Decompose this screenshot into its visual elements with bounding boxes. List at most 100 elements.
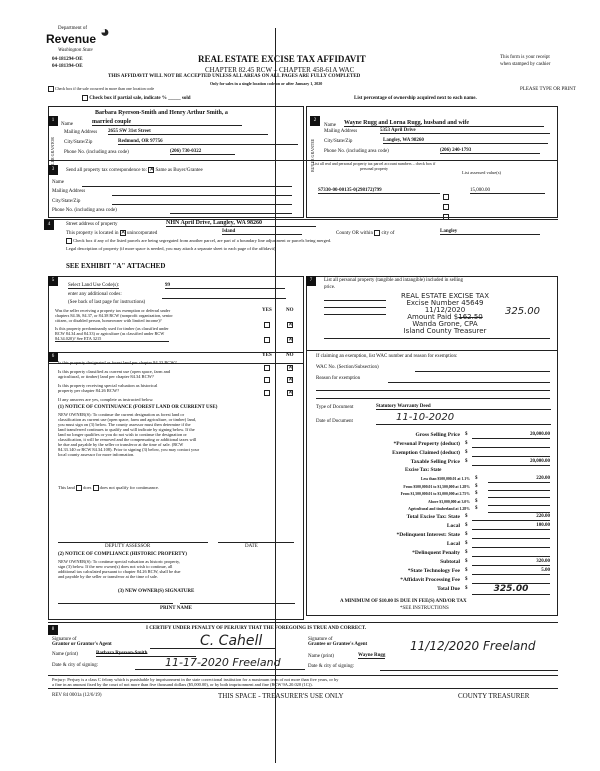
if-yes-note: If any answers are yes, complete as inst… [58,397,154,402]
unincorporated-label: unincorporated [127,231,158,237]
form-code: 04-181394-OE [52,64,83,69]
tax-row-value[interactable] [472,541,550,548]
assessed-value[interactable]: 15,000.00 [470,188,545,194]
exemption-question: Was the seller receiving a property tax … [55,308,173,323]
tax-row-value[interactable] [472,532,550,539]
city-checkbox[interactable] [374,230,381,236]
buyer-address[interactable]: 5353 April Drive [380,128,550,134]
personal-property-checkbox[interactable] [443,188,449,206]
segregated-label: Check box if any of the listed parcels a… [73,238,332,244]
tax-row-value[interactable]: 220.00 [472,514,550,521]
tax-row-label: Total Due [437,585,460,592]
land-use-section [48,276,304,364]
forest-yes-checkbox[interactable] [264,365,270,372]
legal-description[interactable]: SEE EXHIBIT "A" ATTACHED [66,262,166,270]
tax-row-value[interactable]: 320.00 [472,559,550,566]
tax-row-value[interactable] [488,491,550,498]
tax-row-value[interactable] [488,499,550,506]
tax-row-label: From $1,500,000.01 to $3,000,000 at 2.75… [400,492,470,496]
q2-yes-checkbox[interactable] [264,337,270,344]
grantee-date-city[interactable]: 11/12/2020 Freeland [410,639,536,653]
buyer-phone[interactable]: (206) 240-1793 [440,148,540,154]
dollar-sign: $ [465,513,468,519]
current-use-no-checkbox[interactable]: ✕ [287,377,294,384]
tax-row: Taxable Selling Price $20,000.00 [330,459,555,467]
corr-phone-label: Phone No. (including area code) [52,208,117,213]
parcel-number[interactable]: S7330-00-00135-0(298172)799 [318,188,440,194]
county[interactable]: Island [222,229,302,235]
does-checkbox[interactable] [76,485,82,491]
section-number: 4 [44,220,54,230]
additional-codes-label: enter any additional codes: [68,292,122,297]
tax-row-value[interactable] [488,484,550,491]
corr-name-label: Name [52,180,64,185]
tax-row-value[interactable] [472,577,550,584]
seller-phone[interactable]: (206) 730-0322 [170,149,235,155]
section-number: 3 [48,165,58,175]
tax-row-value[interactable] [488,506,550,513]
forest-no-checkbox[interactable]: ✕ [287,365,294,372]
dollar-sign: $ [465,432,468,437]
deputy-assessor-label: DEPUTY ASSESSOR [105,544,151,549]
historic-no-checkbox[interactable]: ✕ [287,390,294,397]
section-number: 7 [306,276,316,286]
tax-row: Local $ [330,541,555,549]
grantor-name[interactable]: Barbara Ryerson-Smith [96,651,196,657]
tax-row-label: *Delinquent Penalty [412,549,460,556]
partial-sale-checkbox[interactable]: Check box if partial sale, indicate % __… [82,95,191,101]
document-type[interactable]: Statutory Warranty Deed [376,404,551,410]
certify-statement: I CERTIFY UNDER PENALTY OF PERJURY THAT … [146,626,367,631]
unincorporated-checkbox[interactable]: ✕ [119,230,126,236]
tax-row-value[interactable] [472,550,550,557]
seller-city[interactable]: Redmond, OR 97756 [118,139,298,145]
does-not-checkbox[interactable] [92,485,99,491]
tax-row-value[interactable]: 5.00 [472,568,550,575]
land-use-code[interactable]: 99 [165,283,285,289]
q1-no-checkbox[interactable]: ✕ [287,322,294,329]
buyer-city[interactable]: Langley, WA 98260 [383,138,548,144]
same-as-buyer-checkbox[interactable]: ✕ [148,167,155,173]
tax-row-value[interactable] [472,441,550,448]
city-of-label: city of [381,231,395,237]
property-street[interactable]: NHN April Drive, Langley, WA 98260 [166,220,316,227]
tax-row-value[interactable] [472,450,550,457]
historic-yes-checkbox[interactable] [264,390,270,397]
this-land-label: This land [58,485,75,491]
street-label: Street address of property [66,222,118,227]
grantor-signature[interactable]: C. Cahell [200,633,263,649]
personal-property-checkbox[interactable] [443,198,449,216]
tax-row: Local $100.00 [330,523,555,531]
correspondence-row: Send all property tax correspondence to:… [66,167,203,173]
tax-row-value[interactable]: 100.00 [472,523,550,530]
grantee-name[interactable]: Wayne Rugg [358,653,386,659]
dollar-sign: $ [475,506,478,511]
buyer-city-label: City/State/Zip [324,139,353,144]
buyer-name-label: Name [324,123,336,128]
personal-property-checkbox[interactable] [443,208,449,226]
tax-row-value[interactable]: 20,000.00 [472,459,550,466]
seller-address[interactable]: 2655 SW 31st Street [108,129,268,135]
notice-compliance-text: NEW OWNER(S): To continue special valuat… [58,559,181,579]
seller-city-label: City/State/Zip [64,140,93,145]
segregated-checkbox[interactable] [66,238,72,244]
q1-yes-checkbox[interactable] [264,322,270,329]
grantor-date-city[interactable]: 11-17-2020 Freeland [135,657,305,670]
city[interactable]: Langley [440,229,540,235]
tax-row-value[interactable]: 220.00 [488,476,550,483]
tax-row-label: From $500,000.01 to $1,500,000 at 1.28% [403,484,470,489]
see-instructions: *SEE INSTRUCTIONS [400,606,449,611]
yes-header: YES [262,353,272,358]
seller-name[interactable]: Barbara Ryerson-Smith and Henry Arthur S… [95,110,228,116]
document-date[interactable]: 11-10-2020 [376,412,551,425]
multi-location-checkbox[interactable]: Check box if the sale occurred in more t… [48,86,155,93]
seller-name-cont[interactable]: married couple [92,119,242,126]
dollar-sign: $ [465,576,468,582]
q2-no-checkbox[interactable]: ✕ [287,337,294,344]
tax-row-value[interactable]: 20,000.00 [472,432,550,439]
buyer-name[interactable]: Wayne Rugg and Lorna Rugg, husband and w… [344,120,544,127]
tax-row: Less than $500,000.01 at 1.1% $220.00 [330,476,555,484]
logo-mark-icon: ◕ [100,24,110,41]
tax-row-value[interactable]: 325.00 [472,584,550,595]
multi-location-label: Check box if the sale occurred in more t… [55,86,155,91]
current-use-yes-checkbox[interactable] [264,377,270,384]
